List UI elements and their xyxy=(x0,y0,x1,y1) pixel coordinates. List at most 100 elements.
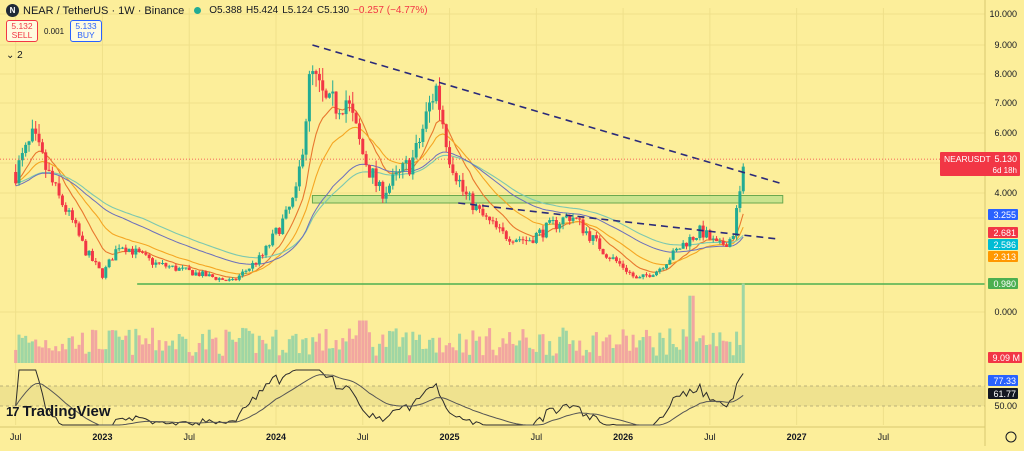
volume-bar xyxy=(471,330,475,363)
volume-bar xyxy=(367,332,371,363)
candle-body xyxy=(558,224,562,229)
candle-body xyxy=(227,279,231,281)
candle-body xyxy=(715,238,719,242)
time-tick-label: 2026 xyxy=(613,432,633,442)
volume-bar xyxy=(418,334,422,363)
candle-body xyxy=(554,220,558,229)
candle-body xyxy=(167,266,171,268)
candle-body xyxy=(444,124,448,148)
candle-body xyxy=(508,238,512,242)
price-tick-label: 9.000 xyxy=(994,40,1017,50)
volume-bar xyxy=(608,334,612,363)
volume-bar xyxy=(431,337,435,363)
candle-body xyxy=(331,91,335,94)
candle-body xyxy=(504,231,508,239)
candle-body xyxy=(461,179,465,192)
volume-bar xyxy=(257,335,261,363)
tradingview-logo[interactable]: 17 TradingView xyxy=(6,403,111,420)
candle-body xyxy=(514,239,518,242)
rsi-line xyxy=(15,369,744,426)
candle-body xyxy=(414,142,418,158)
candle-body xyxy=(264,245,268,256)
trade-panel: 5.132 SELL 0.001 5.133 BUY xyxy=(6,20,102,42)
candle-body xyxy=(418,141,422,143)
ema-50-value-tag-bg xyxy=(988,239,1018,250)
candle-body xyxy=(24,144,28,154)
volume-bar xyxy=(397,346,401,363)
trendline xyxy=(312,44,783,185)
volume-bar xyxy=(718,332,722,363)
indicators-toggle[interactable]: ⌄ 2 xyxy=(6,50,23,61)
volume-bar xyxy=(124,335,128,363)
candle-body xyxy=(428,102,432,112)
candle-body xyxy=(491,220,495,222)
volume-bar xyxy=(641,337,645,363)
volume-bar xyxy=(241,327,245,363)
volume-bar xyxy=(528,347,532,363)
volume-bar xyxy=(741,283,745,363)
volume-bar xyxy=(57,351,61,363)
candle-body xyxy=(544,222,548,238)
candle-body xyxy=(598,238,602,249)
volume-bar xyxy=(297,353,301,363)
candle-body xyxy=(377,181,381,187)
sell-price: 5.132 xyxy=(11,21,33,31)
ohlc-high: H5.424 xyxy=(246,5,279,16)
volume-bar xyxy=(207,329,211,363)
rsi-band xyxy=(0,386,985,406)
volume-bar xyxy=(301,339,305,363)
ohlc-open: O5.388 xyxy=(209,5,242,16)
candle-body xyxy=(721,240,725,245)
volume-bar xyxy=(337,349,341,363)
volume-bar xyxy=(347,328,351,363)
candle-body xyxy=(97,262,101,269)
candle-body xyxy=(87,250,91,256)
candle-body xyxy=(738,191,742,209)
sell-button[interactable]: 5.132 SELL xyxy=(6,20,38,42)
candle-body xyxy=(411,157,415,175)
volume-bar xyxy=(478,336,482,363)
volume-bar xyxy=(201,333,205,363)
market-status-icon xyxy=(194,7,202,14)
volume-bar xyxy=(598,355,602,363)
candle-body xyxy=(678,248,682,250)
candle-body xyxy=(511,241,515,243)
candle-body xyxy=(107,259,111,268)
candle-body xyxy=(127,248,131,252)
volume-bar xyxy=(54,346,58,363)
ohlc-close: C5.130 xyxy=(316,5,350,16)
volume-bar xyxy=(67,337,71,363)
candle-body xyxy=(271,233,275,246)
candle-body xyxy=(634,276,638,279)
candle-body xyxy=(551,220,555,222)
candle-body xyxy=(110,259,114,261)
volume-bar xyxy=(30,341,34,363)
candle-body xyxy=(651,275,655,277)
volume-bar xyxy=(141,344,145,363)
buy-button[interactable]: 5.133 BUY xyxy=(70,20,102,42)
volume-bar xyxy=(130,354,134,363)
volume-bar xyxy=(34,339,38,363)
symbol-title[interactable]: NEAR / TetherUS · 1W · Binance xyxy=(23,4,185,17)
volume-bar xyxy=(77,344,81,363)
candle-body xyxy=(154,262,158,265)
candle-body xyxy=(624,267,628,272)
candle-body xyxy=(27,141,31,145)
support-value-tag: 0.980 xyxy=(993,279,1016,289)
volume-bar xyxy=(107,330,111,363)
volume-bar xyxy=(40,347,44,363)
candle-body xyxy=(664,264,668,269)
buy-label: BUY xyxy=(77,30,95,40)
candle-body xyxy=(424,111,428,129)
volume-bar xyxy=(110,330,114,363)
candle-body xyxy=(604,254,608,258)
volume-bar xyxy=(281,349,285,363)
volume-bar xyxy=(331,348,335,363)
candle-body xyxy=(454,172,458,182)
volume-bar xyxy=(401,337,405,363)
rsi-ma-value-tag: 61.77 xyxy=(993,389,1016,399)
candle-body xyxy=(211,274,215,277)
near-logo-icon: N xyxy=(6,4,19,17)
price-tick-label: 6.000 xyxy=(994,128,1017,138)
